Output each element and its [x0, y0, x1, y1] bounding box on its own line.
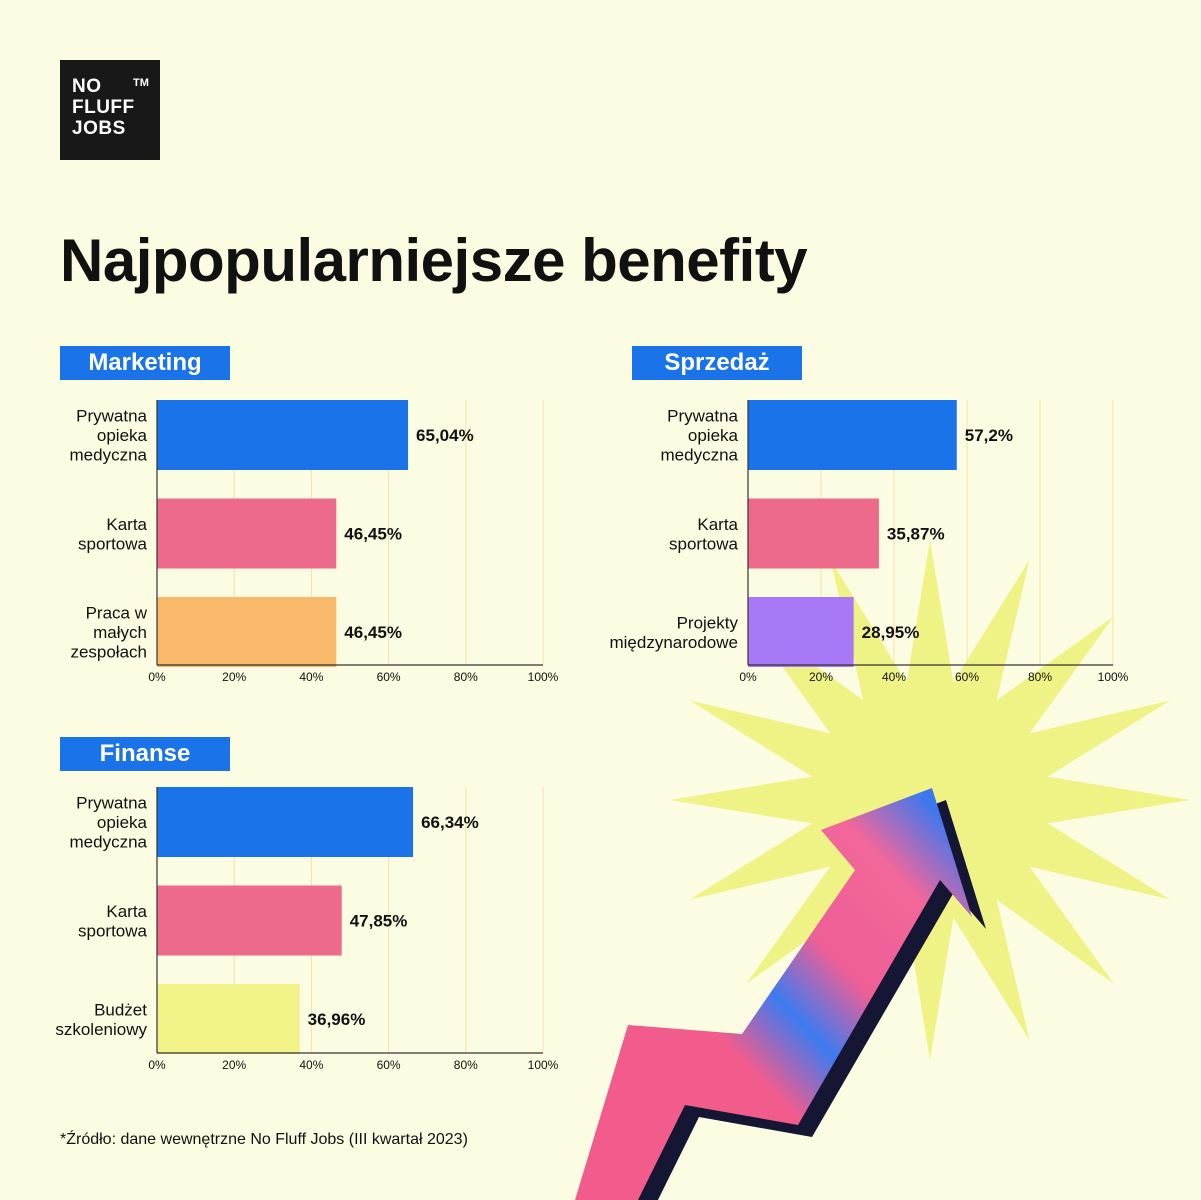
tick-label: 20% — [809, 670, 833, 684]
value-label: 28,95% — [862, 623, 920, 642]
logo-trademark: TM — [133, 77, 149, 89]
tick-label: 0% — [148, 1058, 166, 1072]
tick-label: 40% — [299, 670, 323, 684]
section-label-finanse: Finanse — [60, 737, 230, 771]
tick-label: 20% — [222, 1058, 246, 1072]
bar — [748, 400, 957, 470]
section-label-marketing: Marketing — [60, 346, 230, 380]
value-label: 46,45% — [344, 623, 402, 642]
charts-layer: 65,04% Prywatna opieka medyczna 46,45% Karta s… — [55, 400, 1129, 1072]
tick-label: 80% — [1028, 670, 1052, 684]
category-label: Praca w małych zespołach — [70, 604, 147, 662]
tick-label: 80% — [454, 1058, 478, 1072]
category-label: Prywatna opieka medyczna — [70, 794, 148, 852]
tick-label: 60% — [377, 670, 401, 684]
bar — [157, 787, 414, 857]
value-label: 65,04% — [416, 426, 474, 445]
page-title: Najpopularniejsze benefity — [60, 227, 808, 294]
value-label: 47,85% — [350, 912, 408, 931]
value-label: 35,87% — [887, 525, 945, 544]
bar — [157, 984, 300, 1054]
tick-label: 40% — [299, 1058, 323, 1072]
category-label: Karta sportowa — [669, 515, 739, 554]
tick-label: 100% — [1098, 670, 1129, 684]
category-label: Karta sportowa — [78, 515, 148, 554]
value-label: 66,34% — [421, 813, 479, 832]
tick-label: 100% — [528, 670, 559, 684]
category-label: Karta sportowa — [78, 902, 148, 941]
value-label: 46,45% — [344, 525, 402, 544]
bar — [748, 597, 854, 667]
section-label-sprzedaz: Sprzedaż — [632, 346, 802, 380]
bar — [748, 498, 879, 569]
value-label: 36,96% — [308, 1010, 366, 1029]
no-fluff-jobs-logo: NO FLUFF JOBS TM — [60, 60, 160, 160]
tick-label: 0% — [739, 670, 757, 684]
tick-label: 60% — [377, 1058, 401, 1072]
tick-label: 20% — [222, 670, 246, 684]
tick-label: 100% — [528, 1058, 559, 1072]
chart-2: 66,34% Prywatna opieka medyczna 47,85% Karta s… — [55, 787, 559, 1072]
bar — [157, 498, 337, 569]
category-label: Prywatna opieka medyczna — [661, 407, 739, 465]
growth-arrow — [575, 788, 972, 1200]
category-label: Prywatna opieka medyczna — [70, 407, 148, 465]
tick-label: 60% — [955, 670, 979, 684]
category-label: Budżet szkoleniowy — [55, 1000, 147, 1039]
chart-0: 65,04% Prywatna opieka medyczna 46,45% Karta s… — [70, 400, 559, 684]
logo-line-3: JOBS — [72, 118, 126, 139]
logo-line-1: NO — [72, 76, 102, 97]
logo-line-2: FLUFF — [72, 97, 135, 118]
bar — [157, 400, 409, 470]
tick-label: 40% — [882, 670, 906, 684]
tick-label: 0% — [148, 670, 166, 684]
chart-1: 57,2% Prywatna opieka medyczna 35,87% Karta sp… — [609, 400, 1129, 684]
category-label: Projekty międzynarodowe — [609, 613, 738, 652]
bar — [157, 597, 337, 667]
value-label: 57,2% — [965, 426, 1013, 445]
source-note: *Źródło: dane wewnętrzne No Fluff Jobs (… — [60, 1131, 468, 1148]
decoration-layer — [575, 540, 1190, 1200]
bar — [157, 885, 342, 956]
tick-label: 80% — [454, 670, 478, 684]
